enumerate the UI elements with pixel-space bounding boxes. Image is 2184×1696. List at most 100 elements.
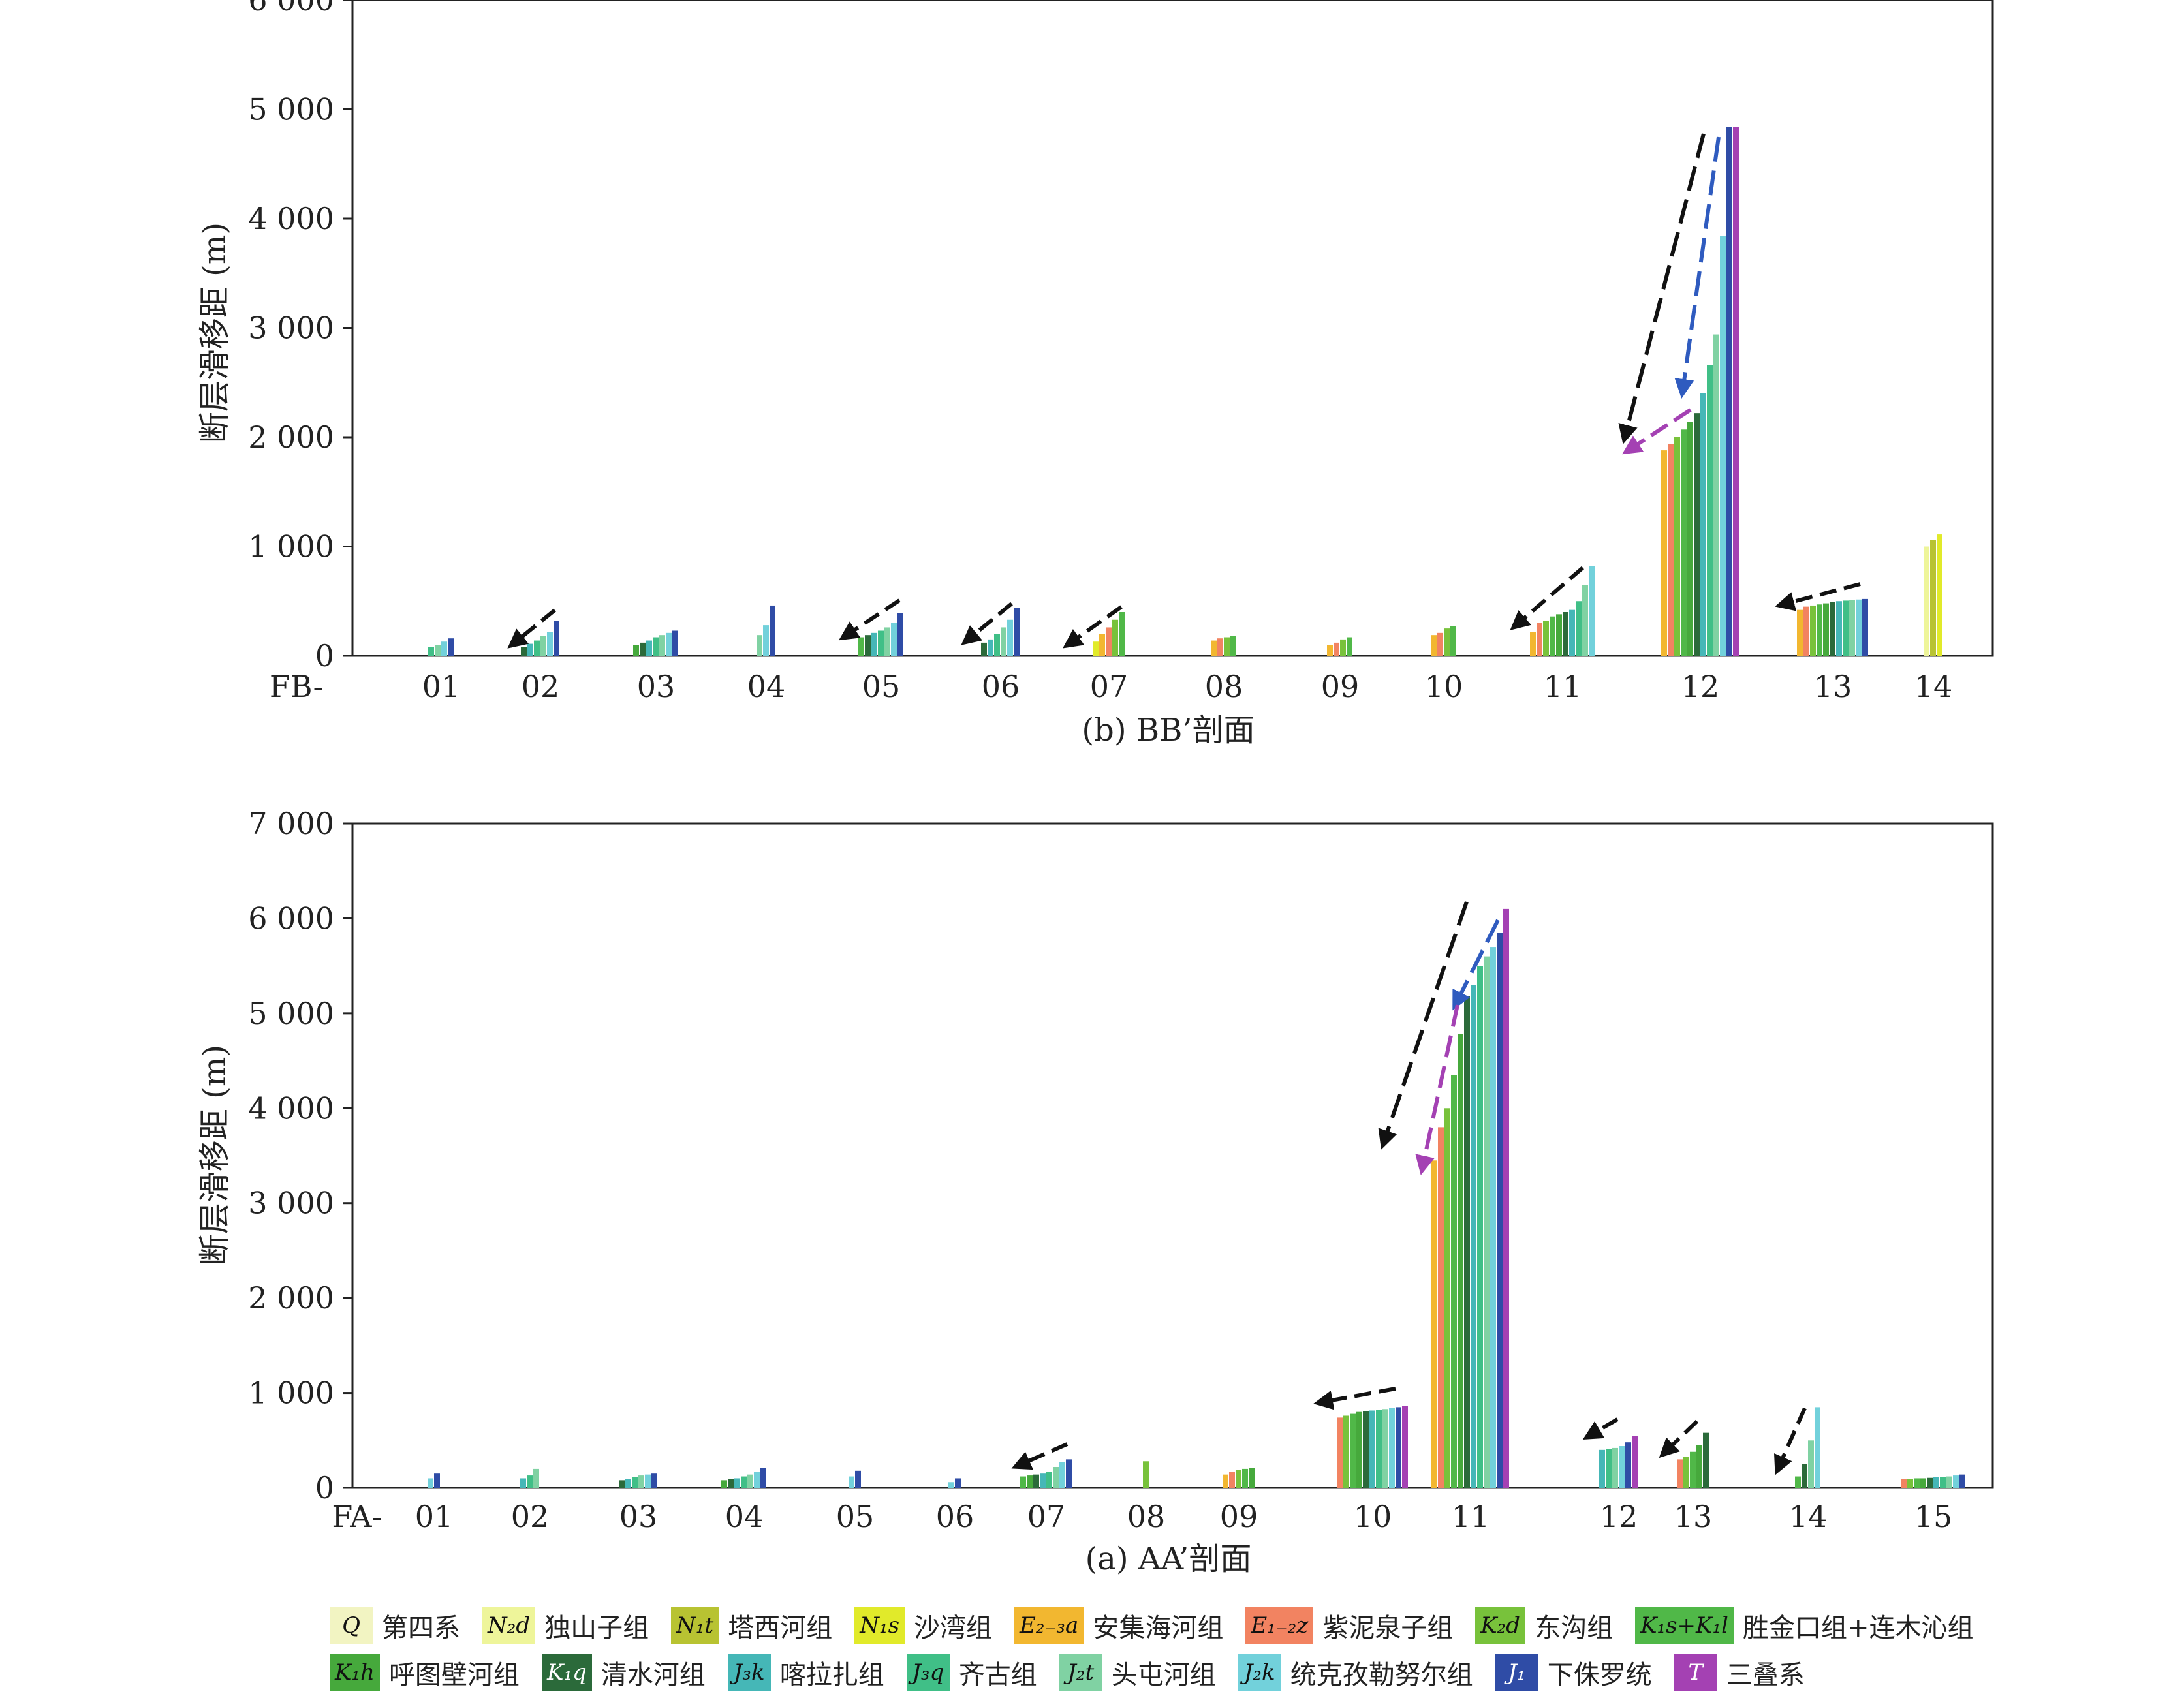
bar-group: [1599, 1436, 1638, 1488]
plot-frame: [351, 0, 1994, 657]
bar: [1707, 365, 1713, 656]
bar-group: [981, 608, 1020, 656]
bar: [741, 1476, 747, 1488]
bar: [871, 632, 877, 656]
bar: [540, 636, 546, 656]
y-tick-label: 2 000: [248, 420, 334, 455]
bar: [625, 1479, 631, 1488]
bar: [1431, 635, 1437, 656]
chart-title: (a) AA’剖面: [1085, 1541, 1252, 1577]
trend-arrow-purple: [1415, 1004, 1459, 1175]
bar: [428, 1478, 433, 1488]
y-tick-label: 1 000: [248, 529, 334, 564]
legend-item: Q 第四系: [330, 1607, 460, 1644]
legend: Q 第四系 N₂d 独山子组 N₁t 塔西河组 N₁s 沙湾组 E₂₋₃a 安集海河组 E₁₋₂z 紫…: [330, 1602, 1973, 1696]
bar: [1733, 127, 1739, 656]
bar: [858, 637, 864, 656]
legend-row: Q 第四系 N₂d 独山子组 N₁t 塔西河组 N₁s 沙湾组 E₂₋₃a 安集海河组 E₁₋₂z 紫…: [330, 1602, 1973, 1649]
bar: [1810, 605, 1816, 656]
bar: [1808, 1440, 1814, 1488]
bar: [1713, 334, 1719, 656]
bar: [1093, 641, 1099, 656]
legend-label: 齐古组: [958, 1660, 1037, 1690]
bar: [1402, 1406, 1408, 1488]
bar: [1020, 1476, 1026, 1488]
trend-arrow-purple: [1621, 408, 1692, 455]
y-tick-label: 0: [315, 638, 334, 673]
bar: [653, 637, 659, 656]
bar: [533, 1468, 539, 1488]
trend-arrow: [1510, 566, 1584, 630]
bar: [1229, 1472, 1235, 1488]
legend-item: N₁s 沙湾组: [854, 1607, 992, 1644]
x-axis: 01 02 03 04 05 06 07 08 09 10 11 12 13 14: [422, 669, 1953, 704]
legend-label: 东沟组: [1535, 1613, 1614, 1643]
bar: [955, 1478, 961, 1488]
bar: [757, 635, 762, 656]
bar: [527, 643, 533, 656]
bar: [728, 1479, 734, 1488]
legend-label: 喀拉扎组: [779, 1660, 884, 1690]
bar: [1369, 1410, 1375, 1488]
bar: [1927, 1477, 1933, 1488]
legend-swatch: J₃q: [906, 1654, 950, 1691]
bar: [1550, 616, 1555, 656]
legend-row: K₁h 呼图壁河组 K₁q 清水河组 J₃k 喀拉扎组 J₃q 齐古组 J₂t 头屯河组 J₂k 统克…: [330, 1649, 1961, 1696]
bar: [1696, 1445, 1702, 1488]
x-tick-label: 06: [982, 669, 1020, 704]
bar: [1668, 444, 1674, 656]
legend-swatch: K₁q: [541, 1654, 592, 1691]
bar: [1612, 1447, 1618, 1488]
bar: [638, 1475, 644, 1488]
bar: [1836, 601, 1842, 656]
bar: [1001, 627, 1006, 656]
bar: [1687, 422, 1693, 656]
bar: [1458, 1034, 1463, 1488]
legend-swatch: J₂k: [1238, 1654, 1281, 1691]
bar: [1933, 1477, 1939, 1488]
bar: [1856, 599, 1862, 656]
bar: [760, 1468, 766, 1488]
bar: [1242, 1468, 1248, 1488]
bar: [884, 627, 890, 656]
x-tick-label: 09: [1321, 669, 1360, 704]
bar: [1907, 1479, 1913, 1488]
trend-arrow: [1063, 605, 1123, 649]
bar-group: [520, 1468, 539, 1488]
bar: [1582, 585, 1588, 656]
bar-group: [619, 1473, 657, 1488]
bar: [1924, 546, 1929, 656]
x-tick-label: 11: [1544, 669, 1582, 704]
bar: [1823, 603, 1829, 656]
trend-arrows: [507, 133, 1861, 649]
bar: [1356, 1411, 1362, 1488]
bar: [640, 642, 646, 656]
bar: [1471, 985, 1476, 1488]
bar: [434, 1473, 440, 1488]
x-tick-label: 06: [936, 1499, 975, 1534]
y-tick-label: 3 000: [248, 1186, 334, 1221]
x-tick-label: 04: [725, 1499, 764, 1534]
bar: [721, 1480, 727, 1488]
bar: [672, 630, 678, 656]
trend-arrow-black: [1378, 901, 1469, 1150]
bar: [1027, 1475, 1033, 1488]
legend-swatch: T: [1674, 1654, 1717, 1691]
bar: [1920, 1478, 1926, 1488]
bar: [1477, 966, 1483, 1488]
bar: [1862, 598, 1868, 656]
bar-group: [428, 1473, 440, 1488]
bar: [1033, 1474, 1039, 1488]
y-tick-label: 6 000: [248, 0, 334, 18]
bar: [1576, 601, 1582, 656]
bar: [1914, 1478, 1920, 1488]
bar: [1106, 627, 1112, 656]
bar-group: [948, 1478, 961, 1488]
bar: [1703, 1432, 1709, 1488]
bar: [1681, 429, 1687, 656]
x-tick-label: 13: [1814, 669, 1852, 704]
bar: [981, 642, 987, 656]
bar: [1953, 1475, 1959, 1488]
x-tick-label: 05: [836, 1499, 875, 1534]
trend-arrow: [838, 598, 901, 641]
